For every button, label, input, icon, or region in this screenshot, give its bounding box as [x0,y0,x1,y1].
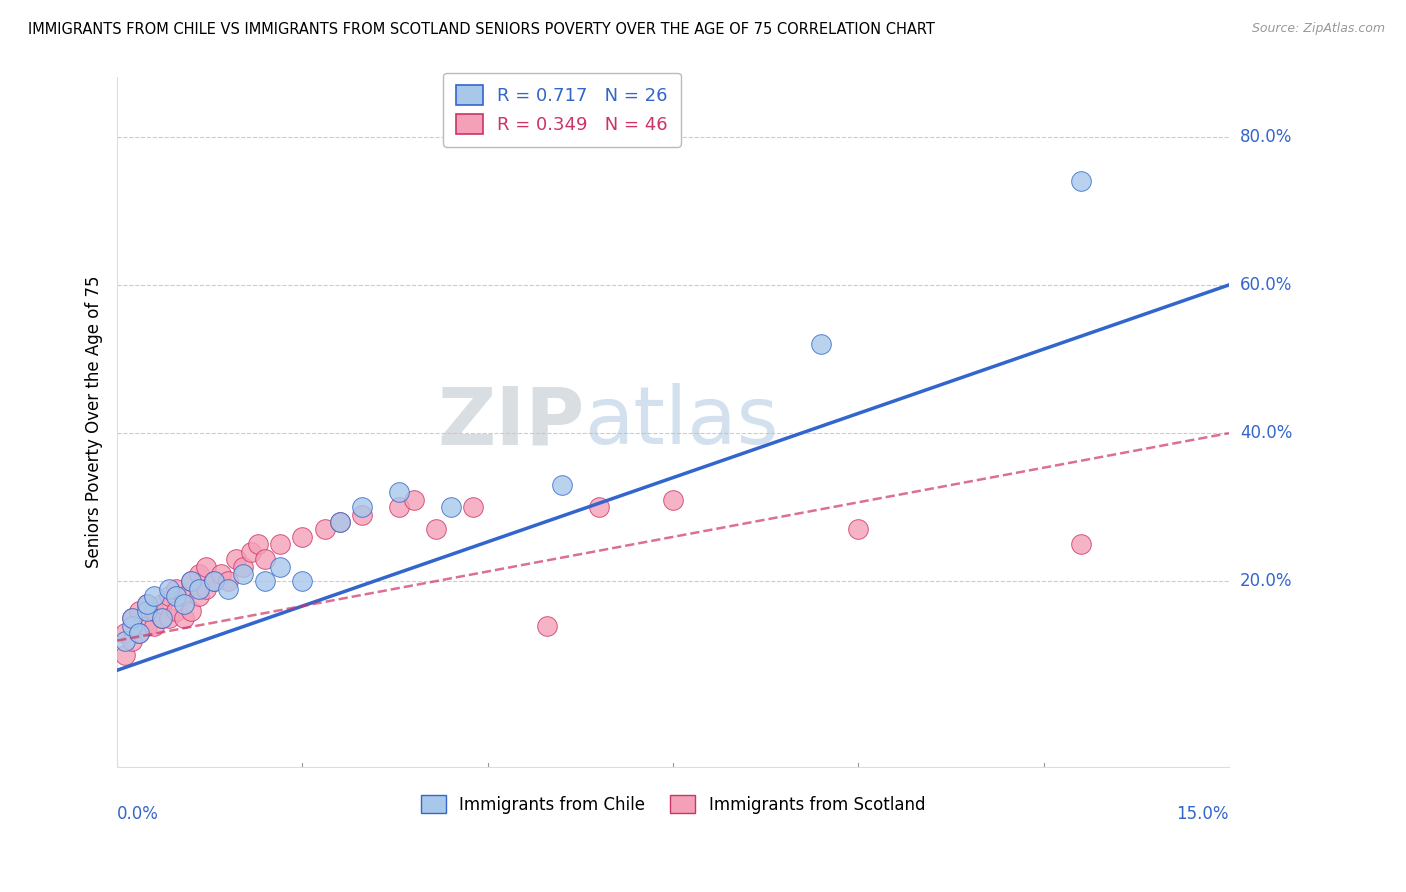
Point [114,648,136,663]
Point [135,597,157,611]
Text: IMMIGRANTS FROM CHILE VS IMMIGRANTS FROM SCOTLAND SENIORS POVERTY OVER THE AGE O: IMMIGRANTS FROM CHILE VS IMMIGRANTS FROM… [28,22,935,37]
Point [173,611,195,625]
Text: 0.0%: 0.0% [117,805,159,823]
Point [388,500,411,515]
Point [121,633,143,648]
Point [217,582,239,596]
Point [202,574,225,589]
Point [388,485,411,500]
Text: 60.0%: 60.0% [1240,276,1292,294]
Point [114,633,136,648]
Point [1070,537,1092,551]
Text: 15.0%: 15.0% [1177,805,1229,823]
Point [425,523,447,537]
Point [143,619,166,633]
Point [195,559,218,574]
Point [180,574,202,589]
Point [269,537,291,551]
Point [121,611,143,625]
Point [128,626,150,640]
Point [187,589,209,603]
Point [150,611,173,625]
Point [232,559,254,574]
Point [848,523,870,537]
Text: atlas: atlas [583,383,779,461]
Point [662,492,685,507]
Point [173,597,195,611]
Point [166,604,188,618]
Point [1070,174,1092,188]
Point [166,589,188,603]
Point [402,492,425,507]
Point [157,589,180,603]
Point [247,537,270,551]
Point [291,574,314,589]
Point [195,582,218,596]
Point [232,566,254,581]
Point [225,552,247,566]
Point [202,574,225,589]
Point [157,611,180,625]
Text: Source: ZipAtlas.com: Source: ZipAtlas.com [1251,22,1385,36]
Point [180,574,202,589]
Point [128,604,150,618]
Text: 40.0%: 40.0% [1240,424,1292,442]
Point [135,619,157,633]
Point [209,566,232,581]
Point [810,337,832,351]
Point [173,589,195,603]
Text: ZIP: ZIP [437,383,583,461]
Point [588,500,610,515]
Point [350,500,373,515]
Point [166,582,188,596]
Point [461,500,484,515]
Point [536,619,558,633]
Point [440,500,463,515]
Point [135,604,157,618]
Point [328,515,350,529]
Point [254,552,277,566]
Point [150,611,173,625]
Point [157,582,180,596]
Point [187,566,209,581]
Point [143,589,166,603]
Point [150,597,173,611]
Point [121,619,143,633]
Point [114,626,136,640]
Point [350,508,373,522]
Point [551,478,574,492]
Point [328,515,350,529]
Point [291,530,314,544]
Y-axis label: Seniors Poverty Over the Age of 75: Seniors Poverty Over the Age of 75 [86,276,103,568]
Point [121,611,143,625]
Point [254,574,277,589]
Point [239,544,262,558]
Point [314,523,336,537]
Legend: Immigrants from Chile, Immigrants from Scotland: Immigrants from Chile, Immigrants from S… [415,789,932,821]
Point [135,597,157,611]
Point [143,604,166,618]
Point [180,604,202,618]
Point [128,626,150,640]
Point [269,559,291,574]
Text: 20.0%: 20.0% [1240,573,1292,591]
Point [187,582,209,596]
Point [217,574,239,589]
Text: 80.0%: 80.0% [1240,128,1292,145]
